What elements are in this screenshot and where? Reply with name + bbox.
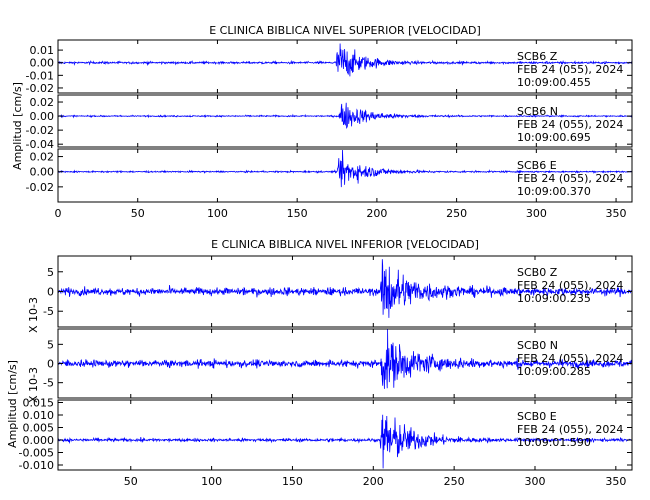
upper-x-tick-label: 250	[446, 207, 467, 220]
lower-figure-title: E CLINICA BIBLICA NIVEL INFERIOR [VELOCI…	[211, 238, 479, 251]
upper-x-tick-label: 100	[207, 207, 228, 220]
scb6-z-annotation-line: SCB6 Z	[517, 50, 558, 63]
scb0-e-waveform	[57, 414, 633, 469]
scb6-z-annotation-line: FEB 24 (055), 2024	[517, 63, 623, 76]
lower-y-axis-title: Amplitud [cm/s]	[6, 360, 19, 448]
scb0-z-scale-label: X 10-3	[27, 297, 40, 333]
scb0-z-annotation-line: 10:09:00.235	[517, 292, 591, 305]
scb0-e-y-tick-label: 0.005	[23, 422, 55, 435]
scb6-n-y-tick-label: 0.00	[30, 110, 55, 123]
scb6-e-y-tick-label: 0.00	[30, 166, 55, 179]
upper-x-tick-label: 50	[131, 207, 145, 220]
scb0-n-annotation-line: 10:09:00.285	[517, 365, 591, 378]
scb0-e-y-tick-label: -0.010	[19, 459, 54, 472]
scb6-n-annotation-line: SCB6 N	[517, 105, 558, 118]
scb6-z-waveform	[57, 43, 633, 77]
scb0-n-scale-label: X 10-3	[27, 367, 40, 403]
scb0-z-waveform	[57, 259, 633, 318]
scb6-z-y-tick-label: -0.01	[26, 69, 54, 82]
scb6-e-annotation-line: FEB 24 (055), 2024	[517, 172, 623, 185]
scb0-e-y-tick-label: 0.015	[23, 397, 55, 410]
lower-x-tick-label: 300	[524, 475, 545, 488]
scb0-z-annotation-line: SCB0 Z	[517, 266, 558, 279]
lower-x-tick-label: 100	[201, 475, 222, 488]
scb0-e-panel-frame	[57, 399, 633, 471]
upper-x-tick-label: 200	[366, 207, 387, 220]
lower-x-tick-label: 150	[282, 475, 303, 488]
scb6-e-waveform	[57, 149, 633, 188]
upper-figure-title: E CLINICA BIBLICA NIVEL SUPERIOR [VELOCI…	[209, 24, 481, 37]
scb6-e-annotation-line: 10:09:00.370	[517, 185, 591, 198]
scb0-n-y-tick-label: -5	[43, 377, 54, 390]
scb0-e-annotation-line: SCB0 E	[517, 410, 557, 423]
scb6-n-y-tick-label: -0.02	[26, 124, 54, 137]
lower-x-tick-label: 250	[444, 475, 465, 488]
upper-y-axis-title: Amplitud [cm/s]	[11, 82, 24, 170]
scb6-z-panel-frame	[57, 39, 633, 94]
scb0-z-y-tick-label: -5	[43, 305, 54, 318]
scb6-n-annotation-line: 10:09:00.695	[517, 131, 591, 144]
upper-x-tick-label: 0	[55, 207, 62, 220]
scb6-z-y-tick-label: 0.00	[30, 57, 55, 70]
scb6-z-y-tick-label: 0.01	[30, 44, 55, 57]
scb6-n-y-tick-label: -0.04	[26, 138, 54, 151]
scb0-e-annotation-line: 10:09:01.590	[517, 436, 591, 449]
scb6-z-annotation-line: 10:09:00.455	[517, 76, 591, 89]
scb0-z-y-tick-label: 5	[47, 266, 54, 279]
scb6-n-y-tick-label: 0.02	[30, 96, 55, 109]
scb6-e-panel-frame	[57, 148, 633, 203]
scb0-n-annotation-line: FEB 24 (055), 2024	[517, 352, 623, 365]
scb0-e-y-tick-label: -0.005	[19, 447, 54, 460]
scb0-z-annotation-line: FEB 24 (055), 2024	[517, 279, 623, 292]
scb0-n-waveform	[57, 329, 633, 389]
upper-x-tick-label: 150	[287, 207, 308, 220]
lower-x-tick-label: 350	[605, 475, 626, 488]
lower-x-tick-label: 200	[363, 475, 384, 488]
upper-x-tick-label: 350	[606, 207, 627, 220]
scb0-n-annotation-line: SCB0 N	[517, 339, 558, 352]
scb0-e-annotation-line: FEB 24 (055), 2024	[517, 423, 623, 436]
scb6-n-waveform	[57, 102, 633, 130]
scb0-e-y-tick-label: 0.000	[23, 434, 55, 447]
scb6-e-y-tick-label: -0.02	[26, 181, 54, 194]
scb6-n-panel-frame	[57, 94, 633, 148]
scb0-e-y-tick-label: 0.010	[23, 409, 55, 422]
scb6-e-annotation-line: SCB6 E	[517, 159, 557, 172]
lower-x-tick-label: 50	[124, 475, 138, 488]
upper-x-tick-label: 300	[526, 207, 547, 220]
scb0-n-y-tick-label: 5	[47, 338, 54, 351]
scb6-n-annotation-line: FEB 24 (055), 2024	[517, 118, 623, 131]
scb6-e-y-tick-label: 0.02	[30, 151, 55, 164]
scb0-n-y-tick-label: 0	[47, 358, 54, 371]
scb0-z-y-tick-label: 0	[47, 286, 54, 299]
scb6-z-y-tick-label: -0.02	[26, 82, 54, 95]
